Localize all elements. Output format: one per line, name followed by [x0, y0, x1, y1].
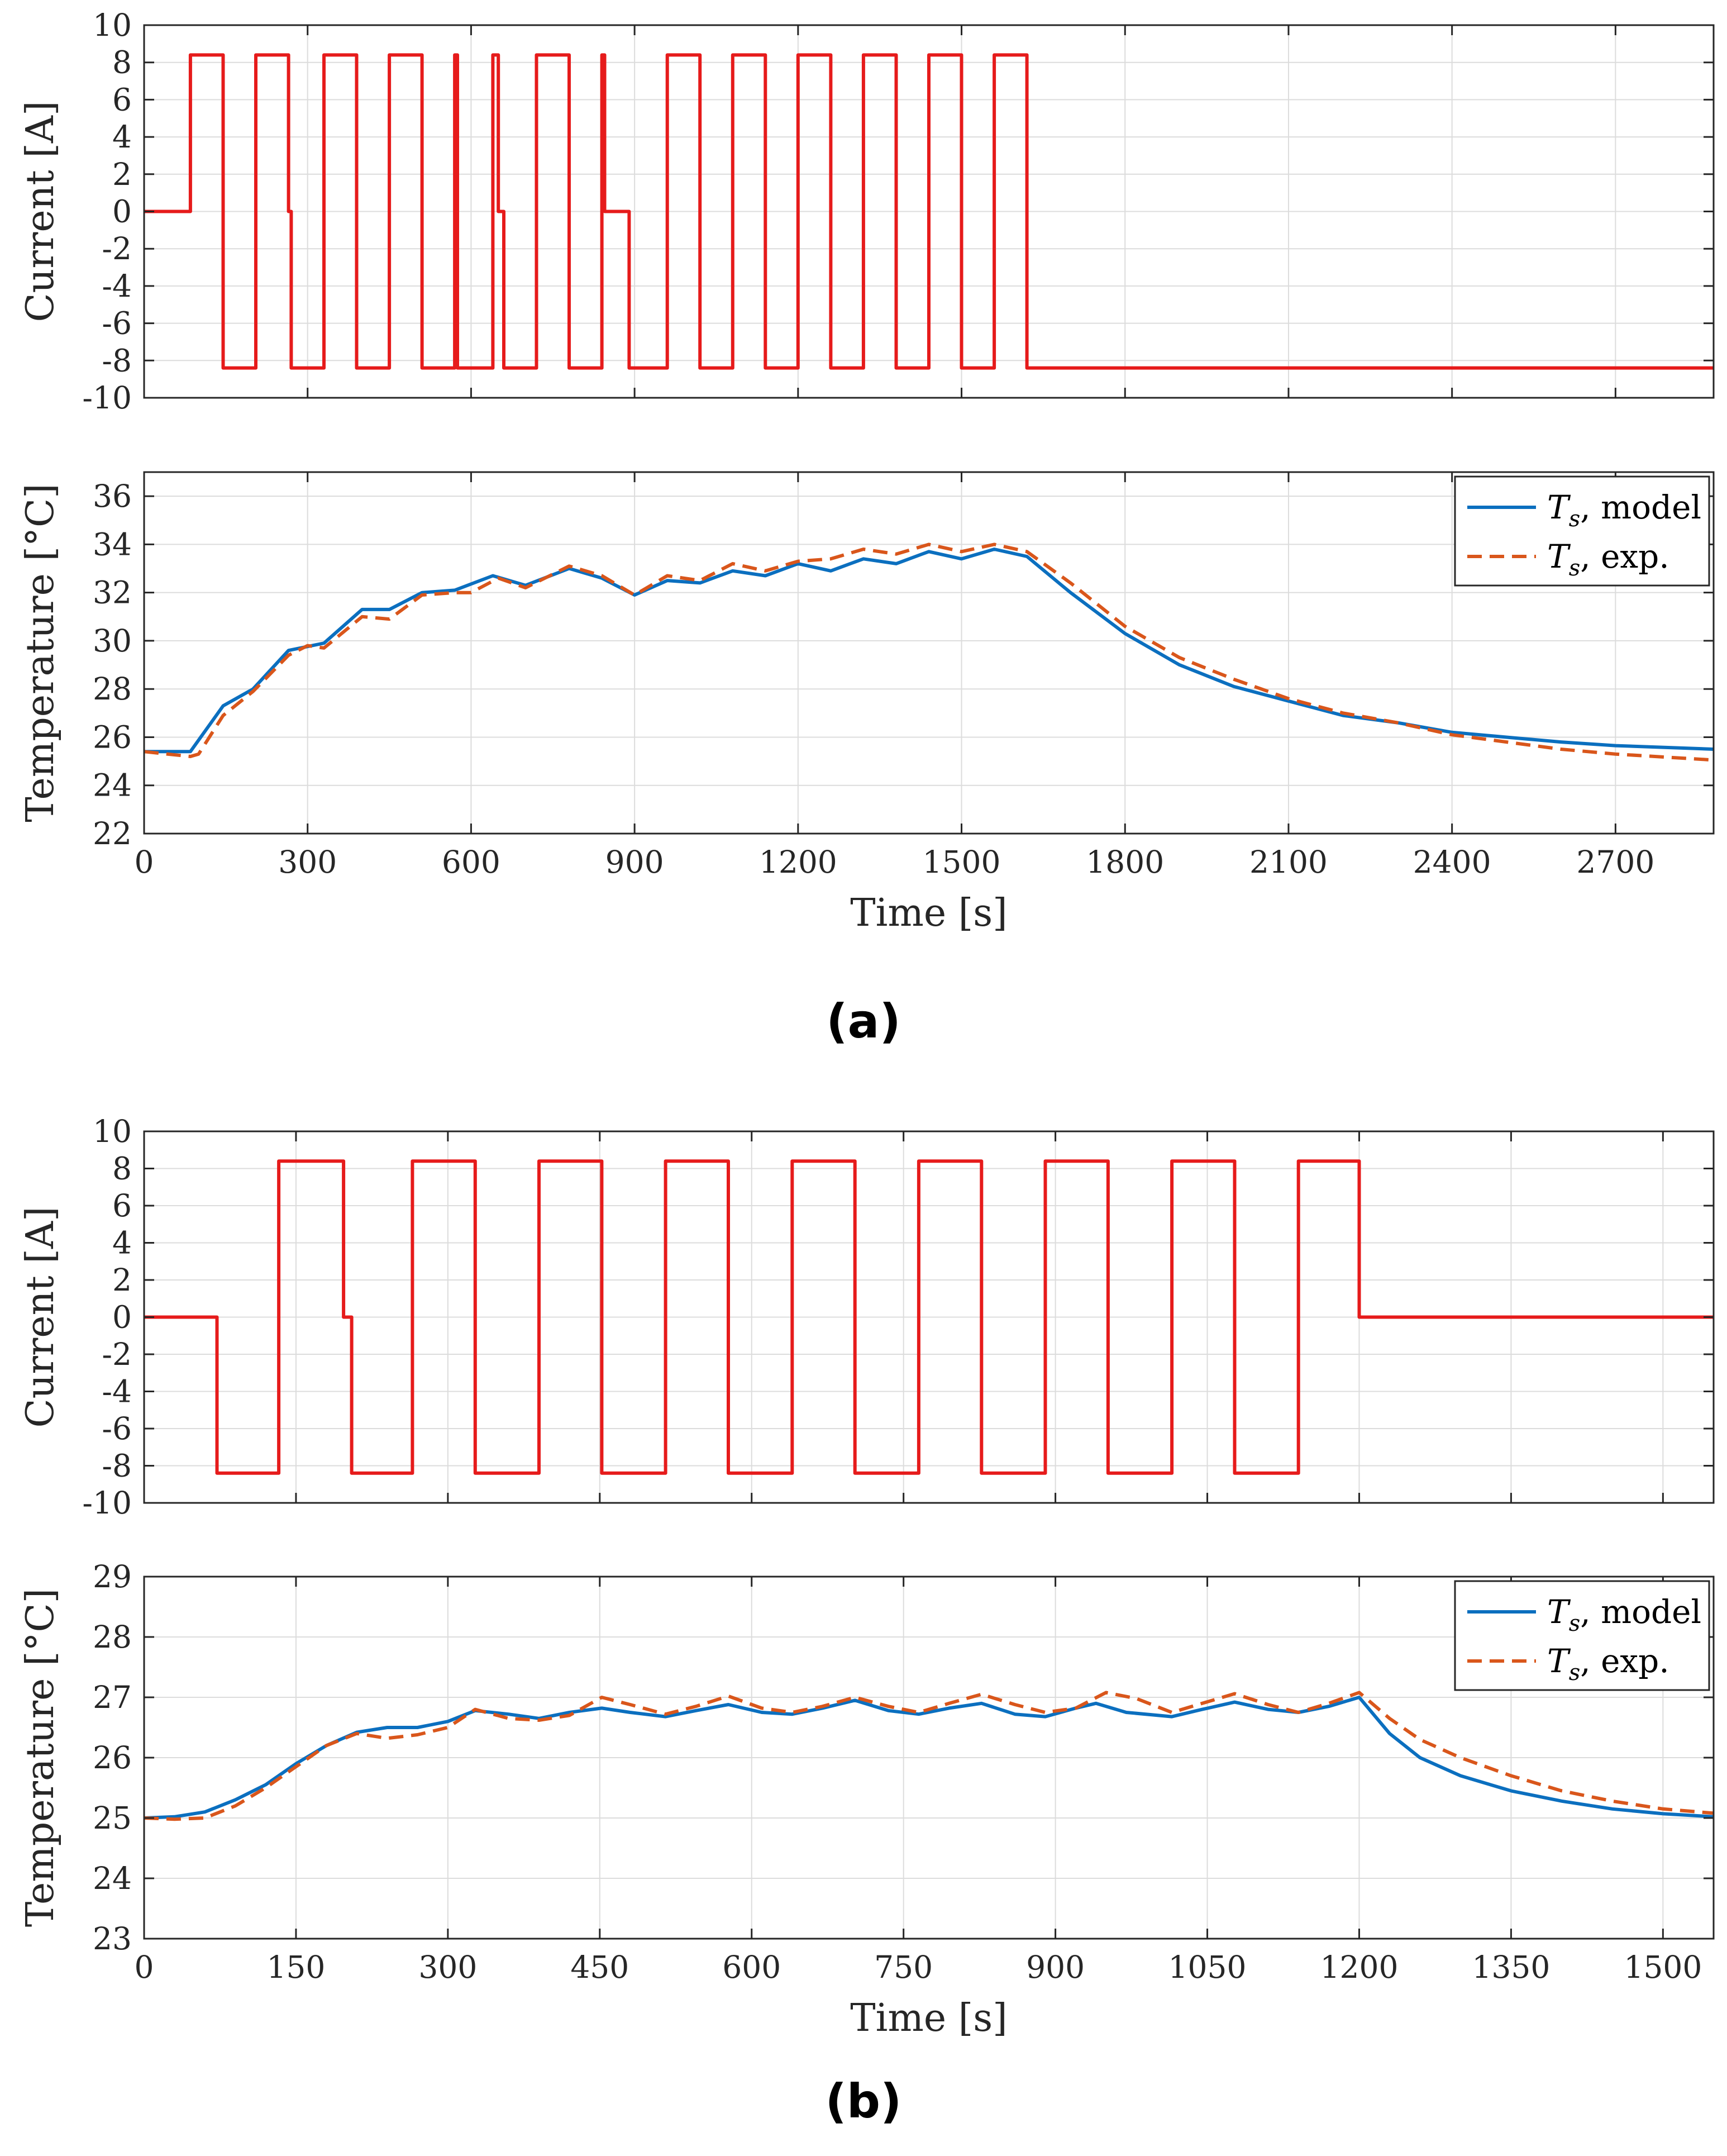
- legend-entry: Ts, model: [1547, 488, 1701, 532]
- x-axis-label: Time [s]: [850, 891, 1007, 935]
- y-tick-label: 34: [93, 526, 132, 562]
- x-tick-label: 0: [135, 1949, 154, 1985]
- legend-box: [1454, 1580, 1710, 1691]
- y-tick-label: -10: [82, 1485, 132, 1521]
- series-line-current: [144, 53, 1714, 370]
- legend: Ts, model Ts, exp.: [1454, 1580, 1710, 1691]
- x-tick-label: 450: [570, 1949, 629, 1985]
- y-tick-label: 25: [93, 1800, 132, 1836]
- legend: Ts, model Ts, exp.: [1454, 475, 1710, 587]
- x-tick-label: 300: [418, 1949, 477, 1985]
- y-tick-label: -2: [102, 231, 132, 266]
- series-line-ts-exp-: [144, 542, 1714, 762]
- y-tick-label: -4: [102, 1374, 132, 1410]
- x-tick-label: 1500: [1624, 1949, 1702, 1985]
- y-tick-label: 24: [93, 1860, 132, 1896]
- y-tick-label: 27: [93, 1679, 132, 1715]
- x-tick-label: 1050: [1168, 1949, 1247, 1985]
- series-line-ts-model: [144, 548, 1714, 754]
- legend-entry: Ts, exp.: [1547, 537, 1669, 581]
- y-tick-label: 22: [93, 816, 132, 851]
- y-tick-label: 28: [93, 671, 132, 707]
- x-tick-label: 900: [605, 844, 664, 880]
- y-tick-label: 4: [112, 1225, 132, 1261]
- x-tick-label: 600: [722, 1949, 781, 1985]
- y-tick-label: 4: [112, 119, 132, 155]
- chart-b-temperature: 0 150 300 450 600 750 900 1050 1200 1350 1500 23 24 2…: [18, 1559, 1715, 2040]
- panel-label: (a): [826, 994, 900, 1049]
- y-tick-label: 26: [93, 719, 132, 755]
- legend-entry: Ts, exp.: [1547, 1642, 1669, 1686]
- y-tick-label: 10: [93, 1113, 132, 1149]
- x-tick-label: 750: [874, 1949, 933, 1985]
- y-tick-label: 2: [112, 1262, 132, 1298]
- y-tick-label: -8: [102, 342, 132, 378]
- y-tick-label: -10: [82, 380, 132, 416]
- x-tick-label: 2100: [1249, 844, 1328, 880]
- x-tick-label: 900: [1026, 1949, 1085, 1985]
- y-tick-label: -6: [102, 1411, 132, 1446]
- y-tick-label: 30: [93, 623, 132, 659]
- y-tick-label: 6: [112, 1188, 132, 1224]
- y-tick-label: 0: [112, 194, 132, 230]
- x-tick-label: 0: [135, 844, 154, 880]
- x-tick-label: 600: [442, 844, 500, 880]
- x-tick-label: 1200: [759, 844, 837, 880]
- y-tick-label: 24: [93, 768, 132, 803]
- y-tick-label: 0: [112, 1300, 132, 1335]
- y-tick-label: 2: [112, 156, 132, 192]
- y-axis-label: Current [A]: [18, 101, 63, 322]
- panel-label: (b): [826, 2074, 902, 2129]
- x-axis-label: Time [s]: [850, 1996, 1007, 2040]
- y-tick-label: -2: [102, 1336, 132, 1372]
- y-tick-label: 36: [93, 478, 132, 514]
- axes-frame: [143, 471, 1715, 835]
- y-axis-label: Temperature [°C]: [18, 1588, 63, 1927]
- legend-box: [1454, 475, 1710, 587]
- chart-a-temperature: 0 300 600 900 1200 1500 1800 2100 2400 2700 22 24 26…: [18, 471, 1715, 935]
- series-line-ts-exp-: [144, 1691, 1714, 1821]
- series-line-ts-model: [144, 1696, 1714, 1820]
- x-tick-label: 300: [278, 844, 337, 880]
- y-tick-label: -6: [102, 306, 132, 341]
- x-tick-label: 2700: [1576, 844, 1654, 880]
- y-tick-label: 29: [93, 1559, 132, 1595]
- y-tick-label: 28: [93, 1619, 132, 1655]
- y-axis-label: Current [A]: [18, 1207, 63, 1428]
- x-tick-label: 2400: [1413, 844, 1491, 880]
- y-tick-label: 8: [112, 1151, 132, 1187]
- y-tick-label: 26: [93, 1740, 132, 1776]
- x-tick-label: 1500: [923, 844, 1001, 880]
- x-tick-label: 1350: [1472, 1949, 1550, 1985]
- x-tick-label: 150: [266, 1949, 325, 1985]
- y-tick-label: 32: [93, 575, 132, 611]
- x-tick-label: 1200: [1320, 1949, 1398, 1985]
- y-tick-label: -8: [102, 1448, 132, 1484]
- legend-entry: Ts, model: [1547, 1593, 1701, 1636]
- y-tick-label: -4: [102, 268, 132, 304]
- y-tick-label: 8: [112, 45, 132, 80]
- y-axis-label: Temperature [°C]: [18, 483, 63, 822]
- y-tick-label: 10: [93, 7, 132, 43]
- x-tick-label: 1800: [1086, 844, 1164, 880]
- y-tick-label: 6: [112, 82, 132, 117]
- series-line-current: [144, 1159, 1714, 1475]
- y-tick-label: 23: [93, 1921, 132, 1957]
